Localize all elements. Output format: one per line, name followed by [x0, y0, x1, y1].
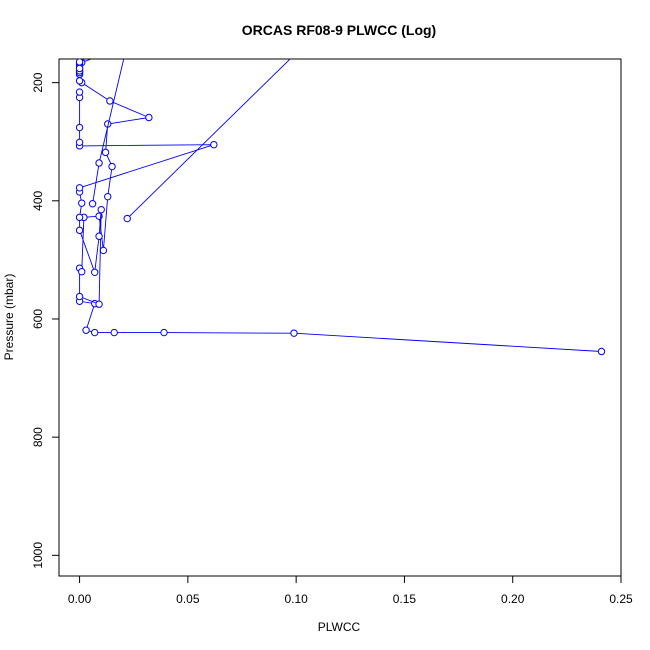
series-line-4	[126, 59, 291, 219]
data-point	[75, 77, 84, 85]
data-point	[95, 159, 103, 167]
data-point	[145, 113, 153, 122]
data-point	[123, 214, 131, 223]
y-tick-label: 1000	[31, 542, 45, 569]
data-point	[160, 328, 168, 337]
data-point	[597, 347, 606, 356]
data-point	[91, 328, 99, 337]
data-point	[95, 300, 103, 308]
y-axis-label: Pressure (mbar)	[2, 274, 16, 361]
y-tick-label: 200	[31, 72, 45, 92]
data-point	[75, 213, 84, 222]
data-point	[75, 88, 84, 96]
data-point	[82, 326, 90, 334]
x-tick-label: 0.20	[501, 592, 525, 606]
data-point	[88, 200, 97, 208]
data-point	[75, 184, 84, 192]
data-point	[97, 205, 105, 214]
x-tick-label: 0.05	[176, 592, 200, 606]
data-point	[75, 59, 84, 66]
y-axis: 200 400 600 800 1000	[31, 72, 60, 569]
data-point	[210, 140, 218, 149]
data-point	[110, 328, 118, 337]
data-point	[75, 64, 84, 73]
x-tick-label: 0.00	[68, 592, 92, 606]
plot-frame	[58, 58, 622, 577]
data-point	[108, 162, 116, 171]
data-point	[75, 123, 84, 132]
series-line-2	[79, 92, 214, 305]
y-tick-label: 600	[31, 309, 45, 329]
data-point	[95, 232, 103, 240]
data-point	[75, 226, 84, 235]
x-tick-label: 0.10	[284, 592, 308, 606]
data-point	[99, 246, 108, 255]
chart-title: ORCAS RF08-9 PLWCC (Log)	[242, 22, 436, 38]
data-point	[78, 268, 86, 276]
y-tick-label: 800	[31, 427, 45, 447]
data-point	[290, 329, 298, 337]
y-tick-label: 400	[31, 190, 45, 210]
x-tick-label: 0.25	[609, 592, 633, 606]
data-point	[106, 97, 114, 105]
plot-area	[75, 59, 606, 356]
data-point	[91, 268, 99, 276]
data-point	[75, 292, 84, 301]
data-point	[104, 192, 112, 201]
x-tick-label: 0.15	[393, 592, 417, 606]
data-point	[101, 148, 110, 157]
series-line-5	[92, 59, 125, 204]
data-point	[75, 138, 84, 147]
x-axis-label: PLWCC	[318, 620, 361, 634]
data-point	[78, 199, 86, 207]
series-line-1	[79, 59, 602, 352]
x-axis: 0.00 0.05 0.10 0.15 0.20 0.25	[68, 575, 633, 606]
